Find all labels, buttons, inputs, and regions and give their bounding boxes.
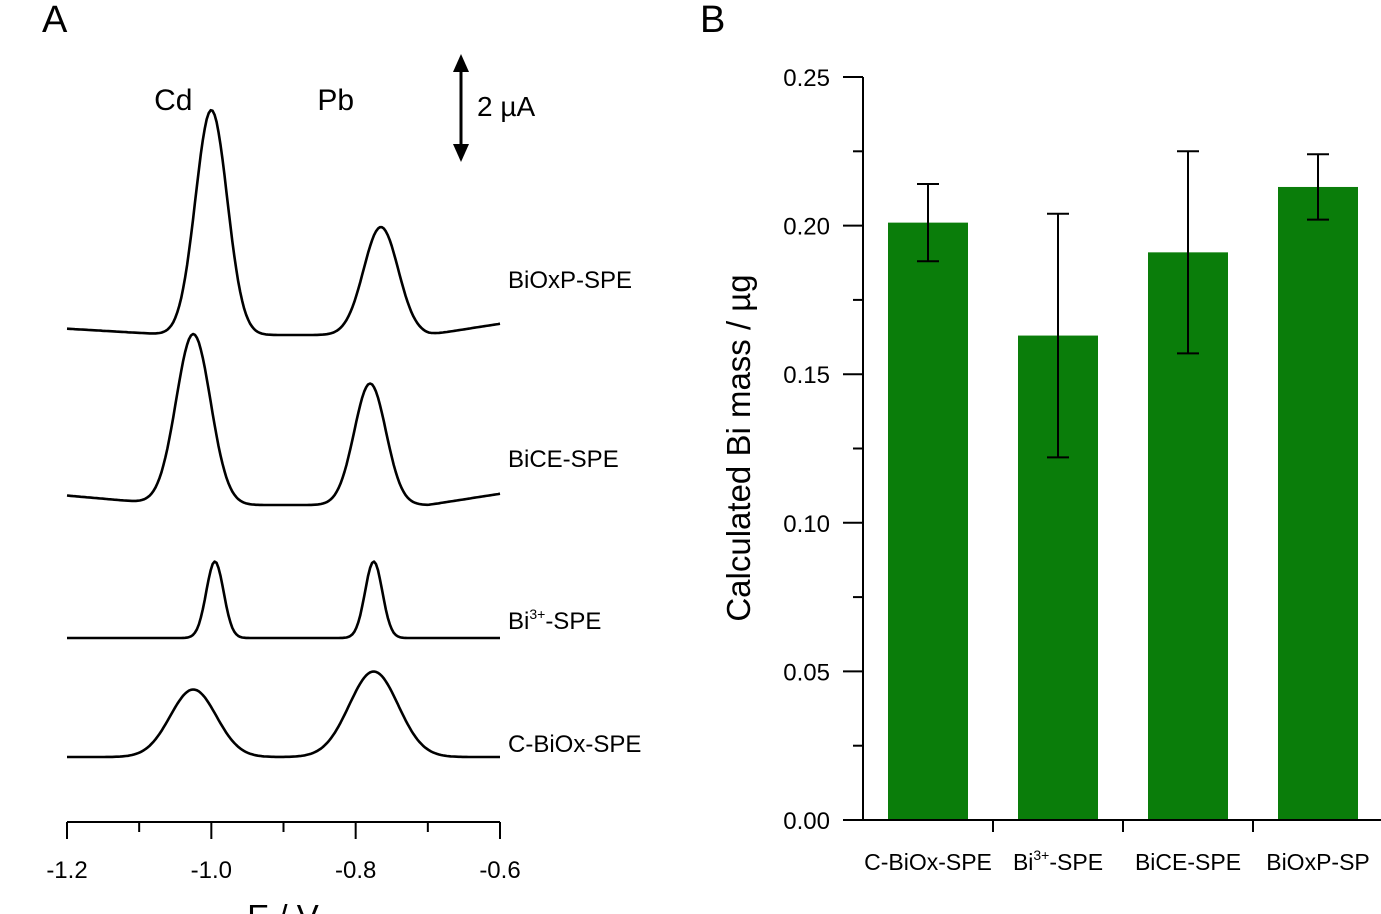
category-label-bi3-spe: Bi3+-SPE	[1013, 847, 1103, 875]
x-tick-label-a: -0.8	[335, 857, 376, 884]
curve-c-biox-spe	[67, 670, 500, 759]
scale-bar: 2 µA	[453, 54, 535, 162]
y-tick-label-b: 0.25	[783, 65, 830, 92]
curve-label-bioxp-spe: BiOxP-SPE	[508, 267, 632, 294]
y-tick-label-b: 0.15	[783, 362, 830, 389]
peak-label-pb: Pb	[317, 84, 354, 117]
peak-label-cd: Cd	[154, 84, 192, 117]
y-tick-labels-b: 0.00 0.05 0.10 0.15 0.20 0.25	[783, 65, 830, 835]
x-axis-a	[66, 821, 501, 839]
x-axis-title-a: E / V	[247, 898, 319, 914]
curve-bioxp-spe	[66, 108, 501, 337]
bar-bioxp-spe	[1278, 186, 1358, 821]
curve-label-bi3-spe: Bi3+-SPE	[508, 606, 601, 635]
curve-label-bice-spe: BiCE-SPE	[508, 446, 619, 473]
voltammograms	[66, 108, 501, 759]
axes-b	[843, 76, 1381, 832]
bars	[888, 186, 1358, 821]
scale-bar-label: 2 µA	[477, 91, 535, 122]
y-axis-title-b: Calculated Bi mass / µg	[720, 274, 757, 621]
y-tick-label-b: 0.00	[783, 808, 830, 835]
x-tick-label-a: -0.6	[479, 857, 520, 884]
category-labels: C-BiOx-SPE Bi3+-SPE BiCE-SPE BiOxP-SP	[864, 847, 1370, 875]
x-tick-label-a: -1.0	[191, 857, 232, 884]
panel-b: B 0.00 0.05 0.10 0.15 0.20 0.25 C-BiOx-SPE Bi3…	[700, 0, 1381, 875]
y-tick-label-b: 0.05	[783, 659, 830, 686]
curve-bice-spe	[66, 332, 501, 507]
panel-label-b: B	[700, 0, 725, 41]
category-label-bice-spe: BiCE-SPE	[1135, 849, 1241, 875]
panel-a: A -1.2 -1.0 -0.8 -0.6 E / V BiOxP-SPE BiCE-S…	[42, 0, 641, 914]
y-tick-label-b: 0.20	[783, 214, 830, 241]
curve-labels: BiOxP-SPE BiCE-SPE Bi3+-SPE C-BiOx-SPE	[508, 267, 641, 758]
category-label-bioxp-spe: BiOxP-SP	[1266, 849, 1370, 875]
curve-bi3-spe	[67, 560, 500, 640]
curve-label-c-biox-spe: C-BiOx-SPE	[508, 731, 641, 758]
bar-c-biox-spe	[888, 222, 968, 821]
category-label-c-biox-spe: C-BiOx-SPE	[864, 849, 992, 875]
x-tick-labels-a: -1.2 -1.0 -0.8 -0.6	[46, 857, 520, 884]
peak-labels: Cd Pb	[154, 84, 354, 117]
panel-label-a: A	[42, 0, 68, 41]
y-tick-label-b: 0.10	[783, 511, 830, 538]
x-tick-label-a: -1.2	[46, 857, 87, 884]
error-bars	[917, 150, 1329, 459]
